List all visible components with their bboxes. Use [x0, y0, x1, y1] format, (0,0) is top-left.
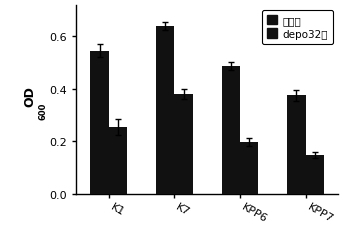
Bar — [156, 27, 174, 194]
Bar — [109, 127, 127, 194]
Bar — [174, 95, 193, 194]
Bar — [305, 155, 324, 194]
Bar — [240, 142, 258, 194]
Legend: 对照组, depo32组: 对照组, depo32组 — [262, 11, 333, 45]
Bar — [287, 96, 305, 194]
Text: OD: OD — [23, 86, 36, 106]
Text: 600: 600 — [39, 102, 47, 120]
Bar — [222, 67, 240, 194]
Bar — [90, 51, 109, 194]
